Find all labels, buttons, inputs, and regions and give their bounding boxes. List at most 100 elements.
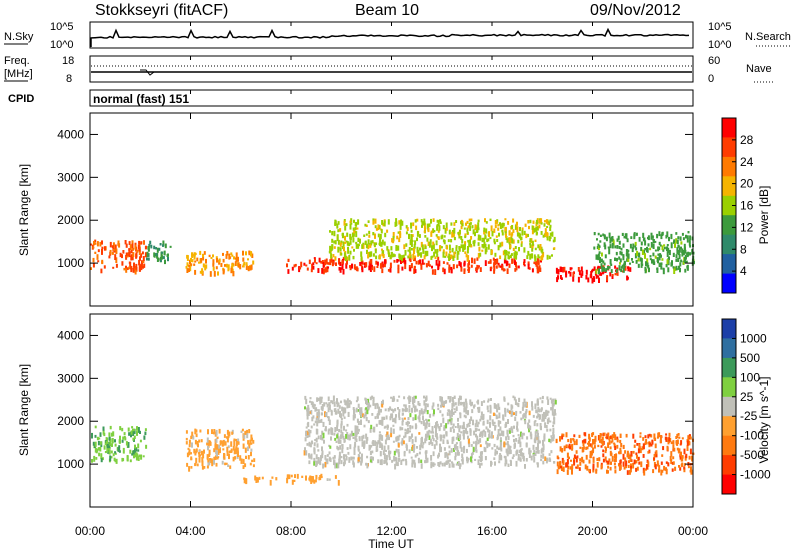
velocity-cell [460,447,463,452]
velocity-cell [377,440,380,444]
velocity-cell [496,408,499,413]
power-cell [147,253,150,257]
velocity-cell [579,458,582,462]
velocity-cell [339,434,342,440]
power-cell [466,228,469,232]
velocity-cell [619,464,622,469]
power-cell [531,268,534,273]
power-cell [436,236,439,239]
power-cell [632,243,635,249]
power-cell [670,233,673,240]
velocity-cell [123,435,126,439]
power-cell [156,247,159,253]
power-cell [650,242,653,248]
power-cell [534,239,537,242]
velocity-cell [191,442,193,448]
power-cell [635,247,638,251]
power-cell [682,261,685,265]
power-cell [389,254,392,260]
velocity-cell [515,413,518,417]
power-cell [423,262,426,265]
power-cell [468,260,470,266]
velocity-cell [306,407,309,412]
velocity-cell [226,436,229,443]
power-cell [137,244,140,249]
velocity-cell [542,417,545,422]
velocity-cell [466,424,469,428]
velocity-cell [487,398,490,402]
velocity-cell [385,458,388,464]
velocity-cell [307,429,310,432]
velocity-cell [595,469,598,474]
velocity-cell [660,461,663,465]
velocity-cell [451,462,454,468]
power-cell [367,254,370,259]
velocity-cell [188,443,191,448]
velocity-cell [338,458,341,465]
velocity-cell [308,455,311,459]
velocity-cell [322,432,325,439]
velocity-cell [464,407,467,412]
velocity-cell [532,444,535,450]
power-cell [650,232,653,236]
power-cell [375,255,378,260]
velocity-cell [379,444,382,448]
power-cell [433,230,436,233]
velocity-cell [347,451,350,455]
velocity-cell [398,412,401,418]
power-cell [597,275,600,278]
velocity-cell [219,441,222,446]
velocity-cell [367,398,370,403]
power-cell [627,249,630,253]
power-cell [381,253,384,257]
velocity-cell [442,417,445,424]
power-cell [539,244,542,250]
power-cell [409,257,412,263]
power-cell [462,248,465,252]
velocity-cell [671,468,674,472]
power-cell [507,221,510,225]
velocity-cell [353,413,356,419]
velocity-cell [411,459,414,464]
velocity-cell [363,445,365,449]
velocity-cell [554,399,557,405]
velocity-cell [353,446,356,452]
power-cell [505,236,508,240]
power-cell [464,241,467,245]
velocity-cell [362,413,365,418]
velocity-feature [555,432,695,476]
velocity-cell [208,449,211,456]
velocity-cell [320,473,323,477]
velocity-cell [446,439,449,444]
velocity-cell [246,446,249,452]
power-cell [531,228,534,235]
velocity-cell [199,429,202,433]
power-cell [464,242,466,247]
power-cell [470,218,473,222]
power-cell [644,267,647,274]
velocity-cell [432,413,435,417]
velocity-cell [110,456,113,459]
power-cell [101,259,104,264]
power-cell [600,258,603,263]
power-cell [466,247,469,254]
power-cell [505,260,508,267]
power-cell [406,227,409,231]
power-cell [346,241,349,246]
velocity-cell [326,478,329,481]
velocity-cell [461,459,464,465]
velocity-cell [437,407,440,411]
velocity-cell [425,422,428,429]
power-cell [162,256,165,260]
velocity-cell [489,404,492,407]
power-cell [643,249,646,254]
velocity-cell [600,445,603,448]
power-cell [383,241,386,246]
velocity-cell [536,423,539,427]
power-cell [370,259,373,265]
power-feature [328,218,556,262]
power-cell [355,222,358,227]
power-cell [600,263,603,269]
velocity-cell [665,461,668,464]
power-cell [645,261,647,267]
